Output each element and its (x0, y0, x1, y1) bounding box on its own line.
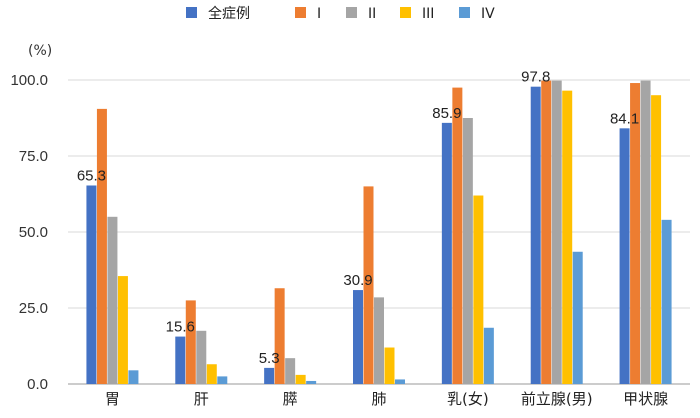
legend-swatch (346, 7, 357, 18)
bar (264, 367, 275, 384)
legend-swatch (400, 7, 411, 18)
bar (462, 118, 473, 384)
data-label: 85.9 (432, 105, 461, 122)
bar (86, 185, 97, 384)
y-axis-unit-label: (%) (28, 43, 52, 59)
bar (295, 374, 306, 384)
bar (562, 90, 573, 384)
bar (185, 300, 196, 384)
bar (274, 288, 285, 384)
bar (619, 128, 630, 384)
y-tick-label: 50.0 (19, 224, 48, 241)
data-label: 15.6 (166, 319, 195, 336)
y-tick-label: 75.0 (19, 148, 48, 165)
bar (128, 370, 139, 384)
legend-swatch (295, 7, 306, 18)
legend-label: I (317, 6, 321, 22)
legend-label: III (422, 6, 434, 22)
y-tick-label: 0.0 (27, 376, 48, 393)
bar (452, 87, 463, 384)
bar (285, 358, 296, 384)
bar (395, 379, 405, 384)
y-tick-label: 25.0 (19, 300, 48, 317)
legend-swatch (459, 7, 470, 18)
gridlines (68, 79, 690, 385)
legend-label: IV (481, 6, 495, 22)
bar (107, 216, 118, 384)
bar (206, 364, 217, 384)
bar (530, 86, 541, 385)
data-label: 30.9 (343, 272, 372, 289)
x-category-label: 胃 (105, 390, 120, 408)
data-labels: 65.3 15.6 5.3 30.9 85.9 97.8 84.1 (77, 69, 639, 367)
x-category-label: 甲状腺 (623, 390, 668, 408)
bar (196, 330, 207, 384)
legend-label: II (368, 6, 376, 22)
bar (640, 80, 651, 384)
y-tick-label: 100.0 (10, 72, 48, 89)
bar (117, 276, 128, 384)
bar (630, 83, 641, 384)
bar (483, 327, 494, 384)
legend-label: 全症例 (208, 5, 250, 22)
bar (473, 195, 484, 384)
x-axis-categories: 胃 肝 膵 肺 乳(女) 前立腺(男) 甲状腺 (105, 390, 668, 408)
x-category-label: 膵 (283, 390, 298, 408)
bar (217, 376, 228, 384)
x-category-label: 前立腺(男) (521, 390, 593, 408)
data-label: 65.3 (77, 167, 106, 184)
bar (551, 80, 562, 384)
x-category-label: 肝 (194, 390, 209, 408)
bar (572, 251, 583, 384)
bar (363, 186, 374, 384)
bar (661, 219, 672, 384)
bars (86, 80, 672, 385)
bar (175, 336, 186, 384)
data-label: 5.3 (259, 350, 280, 367)
bar (384, 347, 395, 384)
legend: 全症例 I II III IV (186, 5, 495, 22)
data-label: 84.1 (610, 110, 639, 127)
bar (541, 80, 552, 384)
bar (441, 122, 452, 384)
x-category-label: 肺 (371, 390, 386, 408)
bar (374, 297, 384, 384)
bar (96, 108, 107, 384)
x-category-label: 乳(女) (447, 390, 489, 408)
bar (651, 95, 662, 384)
legend-swatch (186, 7, 197, 18)
data-label: 97.8 (521, 69, 550, 86)
y-axis-ticks: 0.0 25.0 50.0 75.0 100.0 (10, 72, 48, 393)
bar (353, 290, 363, 384)
bar (306, 380, 317, 384)
